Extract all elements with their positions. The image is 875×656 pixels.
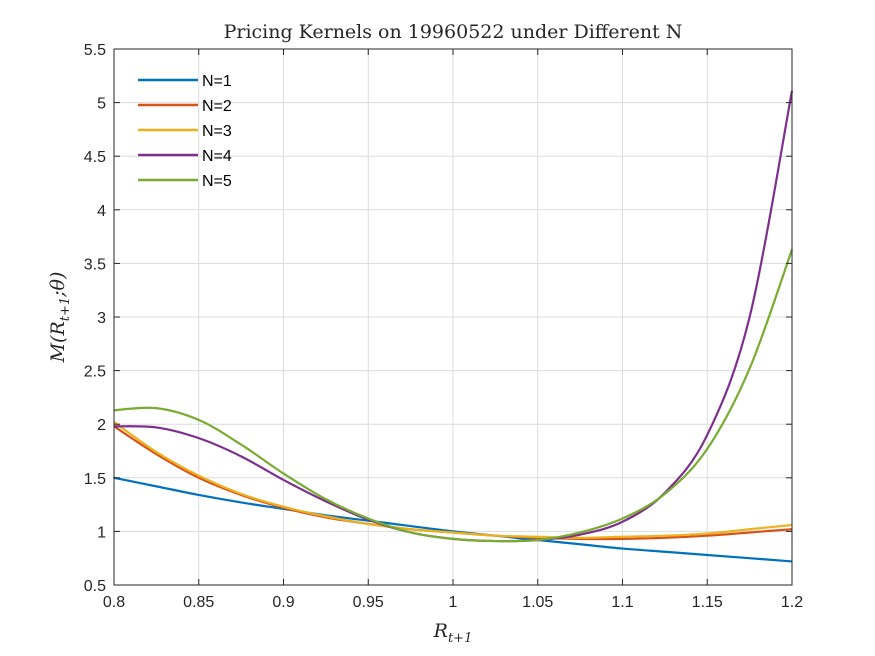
y-tick-label: 4 [97,203,106,220]
y-axis-label-tail: ;θ) [47,272,69,298]
y-axis-label: M(Rt+1;θ) [47,272,73,364]
y-tick-label: 1 [97,524,106,541]
y-tick-label: 1.5 [84,471,106,488]
x-axis-ticks: 0.8 0.85 0.9 0.95 1 1.05 1.1 1.15 1.2 [103,49,803,611]
series-line-n5 [113,249,794,543]
series-line-n3 [113,421,793,539]
y-tick-label: 2 [97,417,106,434]
x-tick-label: 0.95 [353,594,384,611]
legend: N=1 N=2 N=3 N=4 N=5 [138,73,232,190]
y-axis-ticks: 0.5 1 1.5 2 2.5 3 3.5 4 4.5 5 5.5 [84,42,792,595]
y-tick-label: 4.5 [84,149,106,166]
y-tick-label: 5.5 [84,42,106,59]
legend-label-n2: N=2 [202,98,232,115]
y-tick-label: 3.5 [84,256,106,273]
y-axis-label-main: M(R [47,321,69,363]
x-tick-label: 0.85 [183,594,214,611]
x-tick-label: 0.8 [103,594,125,611]
x-axis-label-subscript: t+1 [448,631,472,646]
y-tick-label: 5 [97,96,106,113]
x-axis-label: Rt+1 [433,620,473,646]
x-tick-label: 1.2 [781,594,803,611]
grid [113,48,793,586]
y-tick-label: 0.5 [84,578,106,595]
y-axis-label-subscript: t+1 [58,297,73,321]
x-axis-label-main: R [433,620,448,642]
x-tick-label: 1.1 [611,594,633,611]
x-tick-label: 0.9 [272,594,294,611]
legend-label-n1: N=1 [202,73,232,90]
y-tick-label: 3 [97,310,106,327]
x-tick-label: 1.05 [522,594,553,611]
x-tick-label: 1.15 [692,594,723,611]
legend-label-n3: N=3 [202,123,232,140]
x-tick-label: 1 [449,594,458,611]
chart-title: Pricing Kernels on 19960522 under Differ… [224,21,683,43]
legend-label-n4: N=4 [202,148,232,165]
legend-label-n5: N=5 [202,173,232,190]
y-tick-label: 2.5 [84,364,106,381]
series-lines [113,90,794,563]
